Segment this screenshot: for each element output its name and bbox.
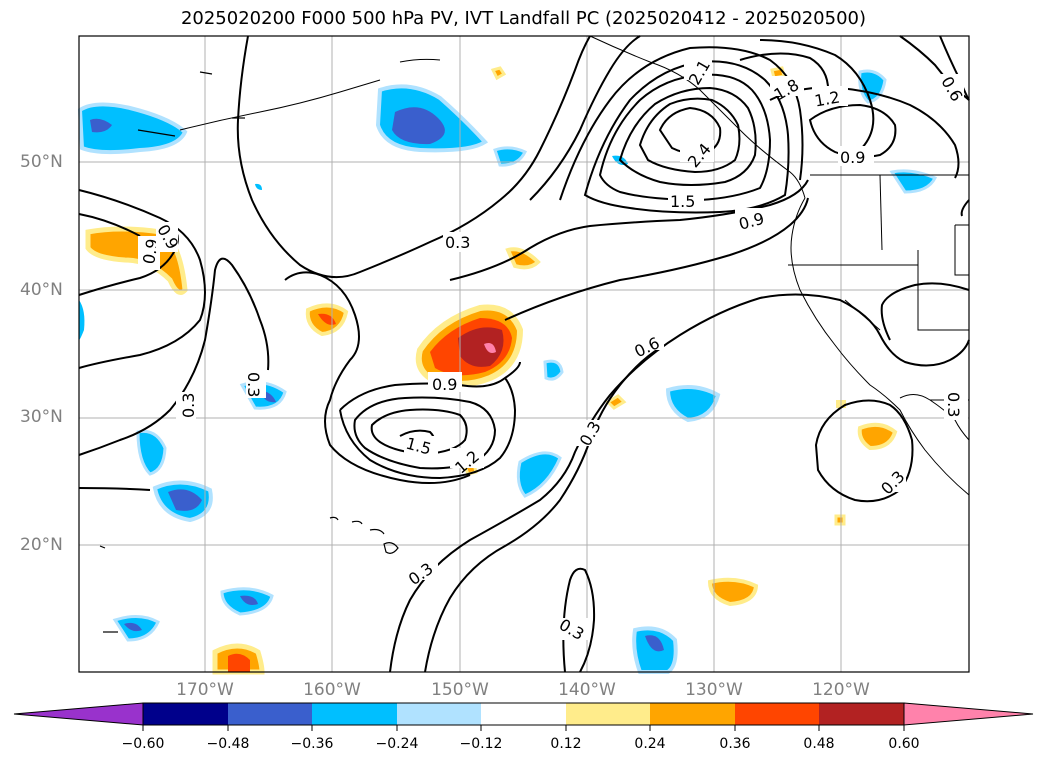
blob-pos-n bbox=[505, 247, 541, 270]
lon-label: 140°W bbox=[558, 680, 616, 700]
contour-labels: 0.3 0.6 0.9 1.2 1.5 0.3 0.3 0.3 0.3 0.3 … bbox=[138, 57, 968, 644]
colorbar-tick-label: −0.48 bbox=[206, 736, 250, 752]
blob-neg-c1 bbox=[543, 359, 564, 381]
blob-neg-w2 bbox=[136, 429, 167, 476]
blob-neg-edge bbox=[79, 300, 85, 340]
blob-pos-e1 bbox=[857, 422, 898, 451]
lon-label: 120°W bbox=[812, 680, 870, 700]
colorbar bbox=[13, 702, 1034, 731]
lon-label: 130°W bbox=[685, 680, 743, 700]
coastlines bbox=[179, 35, 970, 496]
lon-label: 160°W bbox=[303, 680, 361, 700]
colorbar-tick-label: 0.48 bbox=[803, 736, 835, 752]
lat-label: 40°N bbox=[20, 280, 63, 300]
lon-label: 170°W bbox=[176, 680, 234, 700]
map-frame bbox=[78, 35, 970, 673]
svg-text:0.9: 0.9 bbox=[432, 375, 457, 394]
colorbar-extend-left bbox=[13, 702, 144, 726]
blob-neg-c2 bbox=[516, 451, 562, 498]
colorbar-extend-right bbox=[903, 702, 1034, 726]
blob-neg-c3 bbox=[665, 384, 721, 423]
blob-neg-e bbox=[889, 169, 938, 194]
blob-pos-c bbox=[707, 577, 759, 607]
colorbar-tick-label: −0.12 bbox=[459, 736, 503, 752]
svg-text:1.5: 1.5 bbox=[670, 192, 695, 211]
lat-label: 30°N bbox=[20, 407, 63, 427]
colorbar-tick-label: −0.24 bbox=[375, 736, 419, 752]
svg-text:1.2: 1.2 bbox=[813, 87, 841, 110]
svg-text:0.3: 0.3 bbox=[179, 393, 198, 418]
svg-text:0.3: 0.3 bbox=[244, 372, 263, 397]
blob-neg-small1 bbox=[493, 146, 528, 167]
svg-text:0.3: 0.3 bbox=[944, 392, 963, 417]
map-title: 2025020200 F000 500 hPa PV, IVT Landfall… bbox=[180, 8, 867, 29]
colorbar-tick-label: −0.36 bbox=[290, 736, 334, 752]
lat-label: 20°N bbox=[20, 535, 63, 555]
lon-label: 150°W bbox=[431, 680, 489, 700]
lat-label: 50°N bbox=[20, 152, 63, 172]
map-background bbox=[79, 36, 969, 672]
colorbar-tick-label: 0.24 bbox=[634, 736, 666, 752]
blob-neg-nw bbox=[77, 102, 188, 155]
colorbar-tick-label: 0.12 bbox=[550, 736, 582, 752]
colorbar-tick-label: 0.60 bbox=[888, 736, 920, 752]
colorbar-tick-label: 0.36 bbox=[719, 736, 751, 752]
svg-text:0.9: 0.9 bbox=[840, 148, 865, 167]
contour-label: 0.3 bbox=[445, 233, 470, 252]
colorbar-tick-label: −0.60 bbox=[121, 736, 165, 752]
